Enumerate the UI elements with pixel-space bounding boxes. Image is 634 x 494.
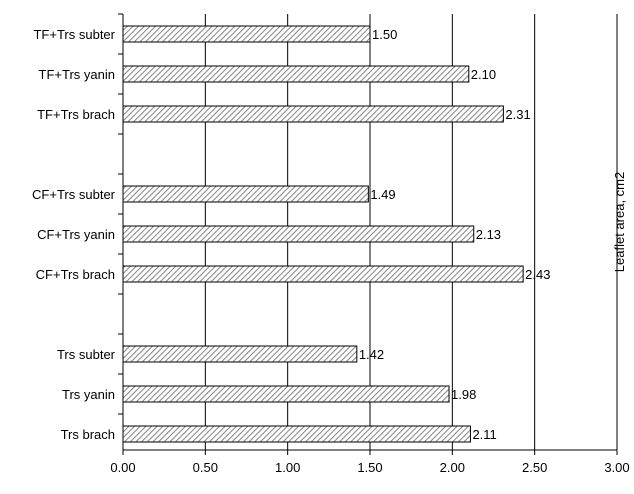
data-label: 1.42 — [359, 347, 384, 362]
data-label: 1.50 — [372, 27, 397, 42]
data-labels: 1.50 2.10 2.31 1.49 2.13 2.43 1.42 1.98 2.11 — [359, 27, 551, 442]
category-label: CF+Trs yanin — [37, 227, 115, 242]
data-label: 2.13 — [476, 227, 501, 242]
category-label: Trs yanin — [62, 387, 115, 402]
data-label: 1.49 — [370, 187, 395, 202]
data-label: 1.98 — [451, 387, 476, 402]
category-label: Trs subter — [57, 347, 116, 362]
bar-CF+Trs subter — [122, 185, 369, 203]
category-label: CF+Trs subter — [32, 187, 116, 202]
y-axis-title: Leaflet area, cm2 — [612, 172, 627, 272]
category-label: Trs brach — [61, 427, 115, 442]
bar-TF+Trs brach — [122, 105, 504, 123]
data-label: 2.43 — [525, 267, 550, 282]
x-tick-label: 2.50 — [522, 460, 547, 475]
axes: 0.00 0.50 1.00 1.50 2.00 2.50 3.00 TF+Trs subte… — [32, 13, 630, 475]
x-tick-label: 0.50 — [193, 460, 218, 475]
x-tick-label: 0.00 — [110, 460, 135, 475]
data-label: 2.31 — [505, 107, 530, 122]
category-label: CF+Trs brach — [36, 267, 115, 282]
bar-Trs brach — [122, 425, 471, 443]
bar-Trs subter — [122, 345, 358, 363]
bar-Trs yanin — [122, 385, 450, 403]
bars — [122, 25, 524, 443]
x-tick-label: 2.00 — [440, 460, 465, 475]
bar-CF+Trs brach — [122, 265, 524, 283]
x-tick-label: 1.00 — [275, 460, 300, 475]
bar-TF+Trs subter — [122, 25, 371, 43]
bar-CF+Trs yanin — [122, 225, 475, 243]
category-label: TF+Trs brach — [37, 107, 115, 122]
x-tick-label: 3.00 — [604, 460, 629, 475]
data-label: 2.10 — [471, 67, 496, 82]
category-label: TF+Trs subter — [33, 27, 115, 42]
data-label: 2.11 — [472, 427, 496, 442]
x-tick-label: 1.50 — [357, 460, 382, 475]
category-label: TF+Trs yanin — [39, 67, 115, 82]
bar-TF+Trs yanin — [122, 65, 470, 83]
